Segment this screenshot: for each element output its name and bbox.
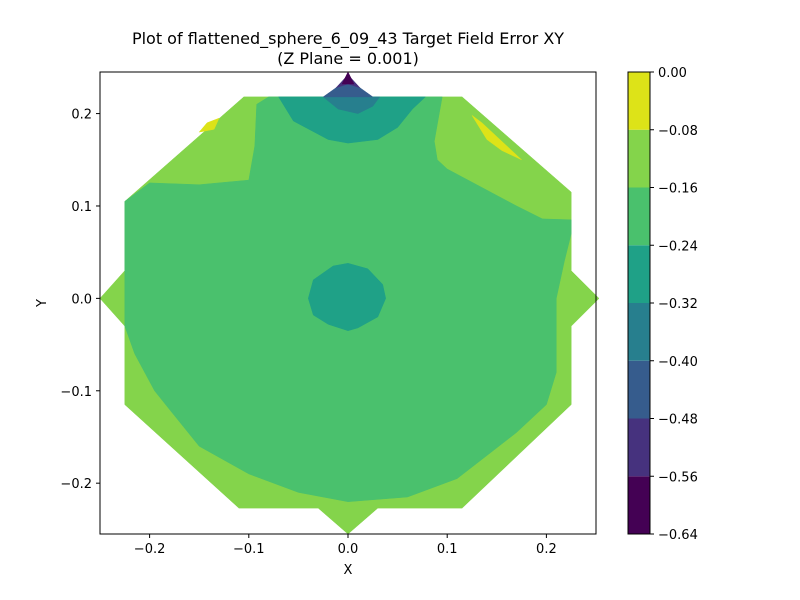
x-axis: −0.2 −0.1 0.0 0.1 0.2: [134, 534, 557, 557]
colorbar-band-5: [628, 188, 650, 246]
y-tick-label: −0.1: [60, 385, 92, 400]
y-axis-label: Y: [35, 299, 50, 308]
y-tick-label: 0.1: [71, 200, 92, 215]
contour-region-7: [342, 72, 354, 84]
colorbar-tick-label: −0.16: [658, 182, 698, 197]
colorbar-tick-label: −0.48: [658, 413, 698, 428]
x-tick-label: 0.1: [437, 542, 458, 557]
y-tick-label: 0.2: [71, 108, 92, 123]
colorbar-tick-label: 0.00: [658, 66, 687, 81]
x-axis-label: X: [344, 563, 353, 578]
colorbar: −0.64 −0.56 −0.48 −0.40 −0.32 −0.24 −0.16 −0.08…: [628, 66, 698, 543]
colorbar-band-6: [628, 130, 650, 188]
colorbar-band-1: [628, 419, 650, 477]
colorbar-tick-label: −0.64: [658, 528, 698, 543]
x-tick-label: 0.2: [536, 542, 557, 557]
chart-title: Plot of flattened_sphere_6_09_43 Target …: [132, 29, 564, 49]
colorbar-band-0: [628, 476, 650, 534]
colorbar-band-3: [628, 303, 650, 361]
plot-area: [100, 72, 599, 534]
colorbar-band-2: [628, 361, 650, 419]
colorbar-tick-label: −0.56: [658, 470, 698, 485]
chart-subtitle: (Z Plane = 0.001): [277, 49, 419, 68]
y-tick-label: 0.0: [71, 292, 92, 307]
colorbar-tick-label: −0.32: [658, 297, 698, 312]
colorbar-tick-label: −0.24: [658, 239, 698, 254]
x-tick-label: −0.2: [134, 542, 166, 557]
x-tick-label: 0.0: [338, 542, 359, 557]
x-tick-label: −0.1: [233, 542, 265, 557]
y-axis: −0.2 −0.1 0.0 0.1 0.2: [60, 108, 100, 493]
colorbar-band-4: [628, 245, 650, 303]
colorbar-tick-label: −0.08: [658, 124, 698, 139]
colorbar-band-7: [628, 72, 650, 130]
colorbar-tick-label: −0.40: [658, 355, 698, 370]
contour-region-5: [323, 84, 373, 97]
y-tick-label: −0.2: [60, 477, 92, 492]
